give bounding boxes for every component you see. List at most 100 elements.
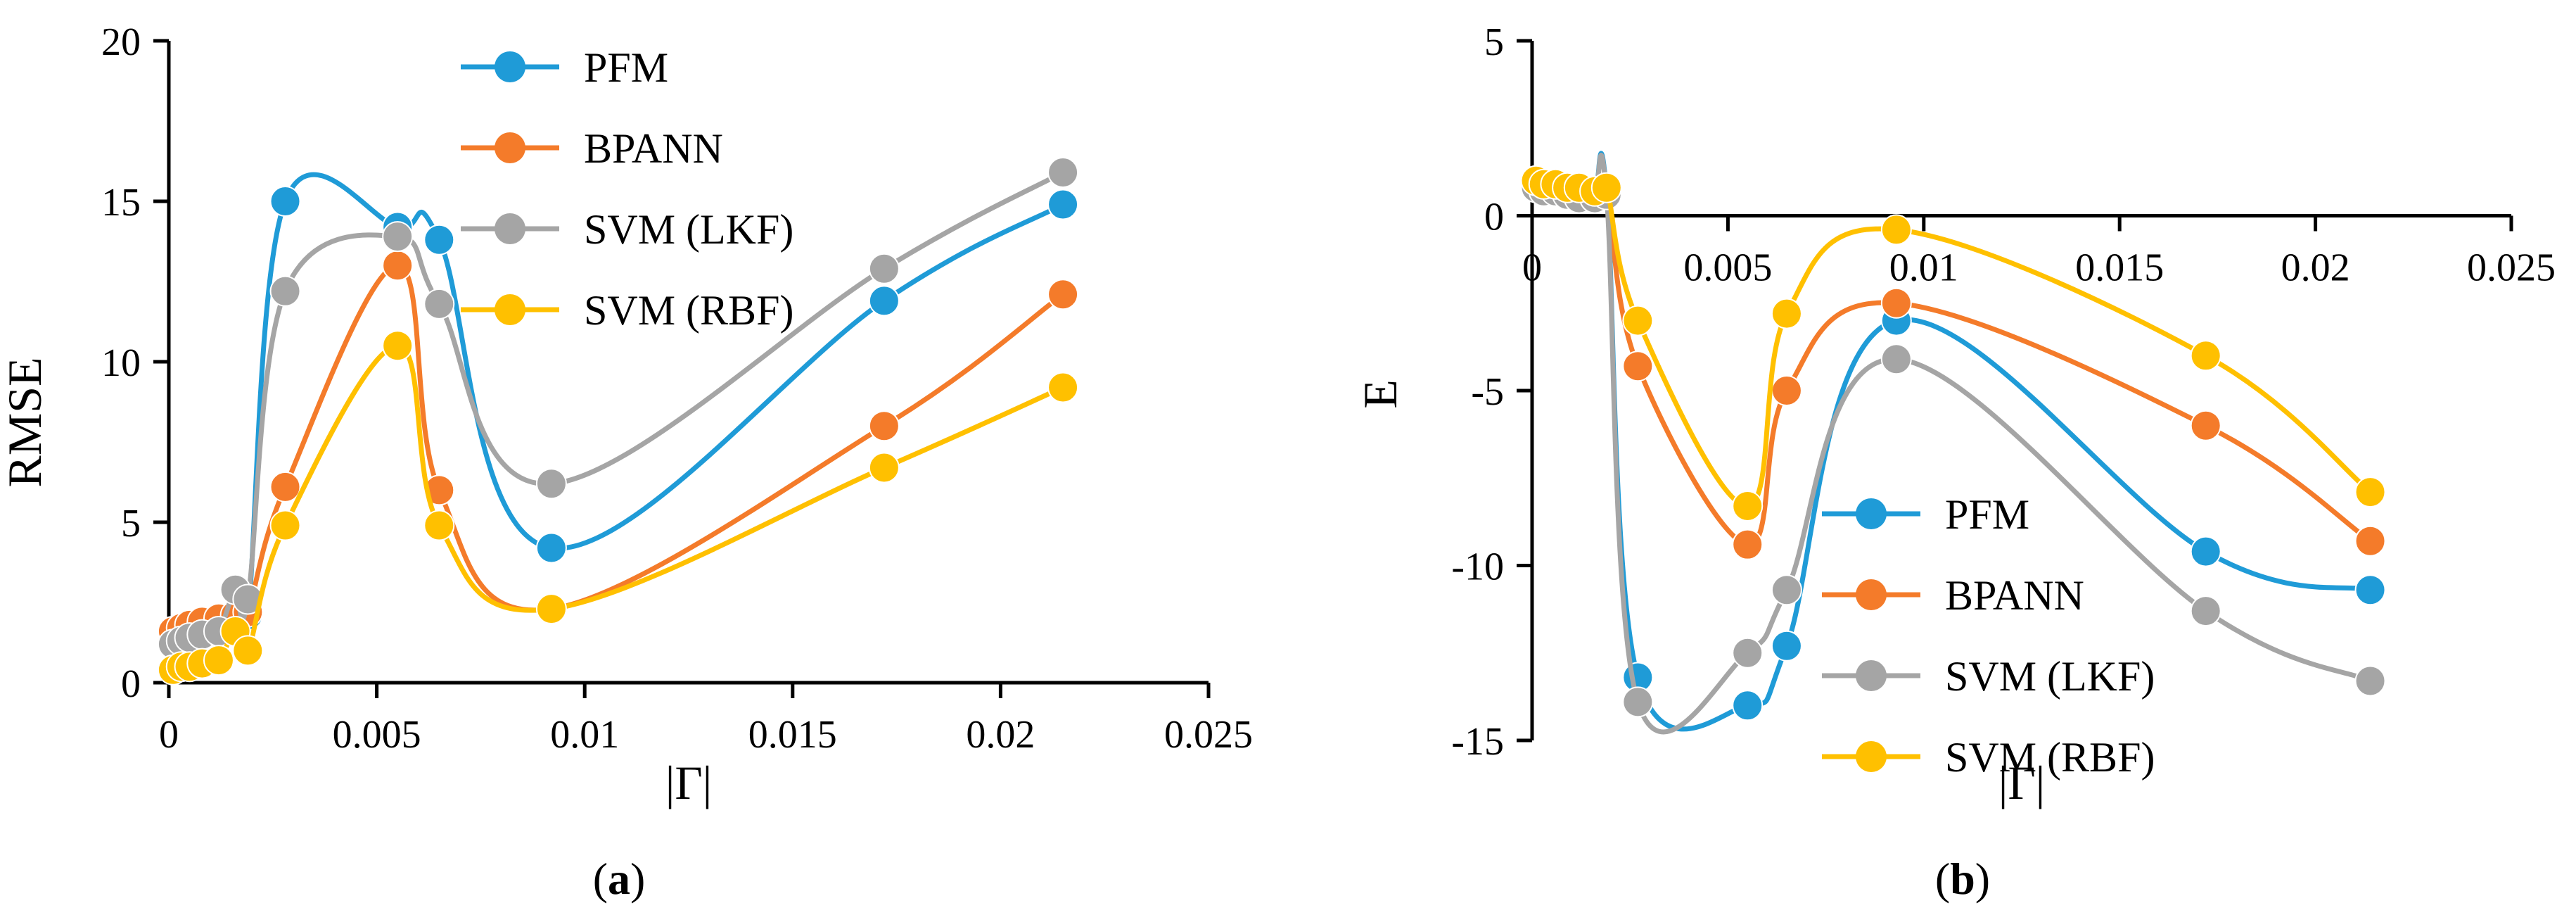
data-point <box>2190 536 2221 567</box>
caption-letter: a <box>608 854 630 904</box>
legend-label: SVM (RBF) <box>1945 734 2155 781</box>
x-tick-label: 0 <box>1522 246 1542 290</box>
data-point <box>1732 529 1764 560</box>
data-point <box>1880 214 1912 246</box>
caption-open-paren: ( <box>1935 854 1950 904</box>
data-point <box>1771 574 1802 606</box>
legend-swatch-marker <box>1856 660 1887 691</box>
data-point <box>1771 375 1802 406</box>
data-point <box>2190 340 2221 372</box>
y-tick-label: -10 <box>1451 545 1504 589</box>
x-tick-label: 0.005 <box>333 713 421 757</box>
data-point <box>1622 351 1654 382</box>
data-point <box>382 221 414 253</box>
legend-item: SVM (RBF) <box>461 287 793 334</box>
legend-label: BPANN <box>1945 572 2084 619</box>
legend: PFM BPANN SVM (LKF) SVM (RBF) <box>1822 491 2155 781</box>
y-axis-title: RMSE <box>0 357 51 487</box>
y-tick-label: -15 <box>1451 720 1504 764</box>
data-point <box>382 330 414 362</box>
caption-open-paren: ( <box>593 854 608 904</box>
data-point <box>269 275 301 307</box>
data-point <box>2190 410 2221 441</box>
legend-swatch-marker <box>495 294 525 325</box>
panel-caption: (a) <box>593 854 646 904</box>
data-point <box>1880 343 1912 375</box>
data-point <box>2354 525 2386 557</box>
legend: PFM BPANN SVM (LKF) SVM (RBF) <box>461 44 793 334</box>
caption-close-paren: ) <box>630 854 645 904</box>
caption-close-paren: ) <box>1975 854 1990 904</box>
data-point <box>232 635 264 667</box>
chart-panel-a: 0 5 10 15 20 0 0.005 0.01 0.015 0.02 0.025 RMSE |Γ| P… <box>0 20 1253 904</box>
y-tick-label: 10 <box>101 341 141 385</box>
series-line <box>1535 176 2372 548</box>
data-point <box>2354 665 2386 697</box>
data-point <box>423 510 455 541</box>
data-point <box>269 471 301 503</box>
legend-label: PFM <box>584 44 668 91</box>
y-tick-label: 0 <box>121 662 141 706</box>
x-tick-label: 0.015 <box>748 713 837 757</box>
legend-label: SVM (LKF) <box>1945 653 2155 700</box>
data-point <box>382 250 414 282</box>
legend-swatch-marker <box>1856 741 1887 772</box>
data-point <box>1771 630 1802 662</box>
data-point <box>868 452 900 484</box>
y-tick-label: -5 <box>1471 370 1504 414</box>
legend-label: PFM <box>1945 491 2029 538</box>
data-point <box>1771 298 1802 329</box>
data-point <box>868 253 900 284</box>
x-axis-title: |Γ| <box>665 756 713 809</box>
data-point <box>269 186 301 217</box>
data-point <box>1622 686 1654 718</box>
legend-item: SVM (RBF) <box>1822 734 2155 781</box>
data-point <box>1590 172 1622 203</box>
data-point <box>1622 305 1654 336</box>
x-axis-title: |Γ| <box>1998 756 2046 809</box>
legend-swatch-marker <box>1856 498 1887 529</box>
y-tick-label: 5 <box>121 502 141 545</box>
x-tick-label: 0.005 <box>1683 246 1772 290</box>
data-point <box>1047 372 1079 403</box>
y-tick-label: 0 <box>1484 196 1504 239</box>
series-svm-lkf <box>157 156 1079 660</box>
data-point <box>535 532 567 564</box>
y-tick-label: 5 <box>1484 20 1504 64</box>
legend-swatch-marker <box>495 132 525 163</box>
panel-caption: (b) <box>1935 854 1990 904</box>
legend-swatch-marker <box>495 51 525 82</box>
y-axis-title: E <box>1353 379 1407 409</box>
data-point <box>269 510 301 541</box>
legend-item: PFM <box>1822 491 2029 538</box>
x-tick-label: 0.02 <box>966 713 1035 757</box>
x-tick-label: 0.025 <box>1164 713 1253 757</box>
series-line <box>1535 175 2372 509</box>
data-point <box>1047 189 1079 220</box>
data-point <box>2190 595 2221 627</box>
legend-label: SVM (RBF) <box>584 287 793 334</box>
data-point <box>1047 279 1079 310</box>
data-point <box>868 410 900 442</box>
legend-swatch-marker <box>495 213 525 244</box>
data-point <box>1732 637 1764 669</box>
x-tick-label: 0.025 <box>2467 246 2556 290</box>
data-point <box>2354 574 2386 606</box>
series-svm-rbf <box>157 330 1079 686</box>
legend-item: SVM (LKF) <box>461 206 793 253</box>
data-point <box>423 224 455 255</box>
x-tick-label: 0.01 <box>1889 246 1958 290</box>
x-tick-label: 0 <box>159 713 179 757</box>
data-point <box>1732 491 1764 522</box>
data-point <box>423 474 455 506</box>
data-point <box>535 593 567 625</box>
chart-panel-b: 50-5-10-150 0.005 0.01 0.015 0.02 0.025E|Γ|PF… <box>1353 20 2556 904</box>
data-point <box>1732 690 1764 721</box>
data-point <box>1047 156 1079 188</box>
legend-item: BPANN <box>461 125 723 172</box>
legend-label: BPANN <box>584 125 723 172</box>
x-tick-label: 0.02 <box>2281 246 2350 290</box>
data-point <box>535 468 567 500</box>
data-point <box>1880 287 1912 319</box>
